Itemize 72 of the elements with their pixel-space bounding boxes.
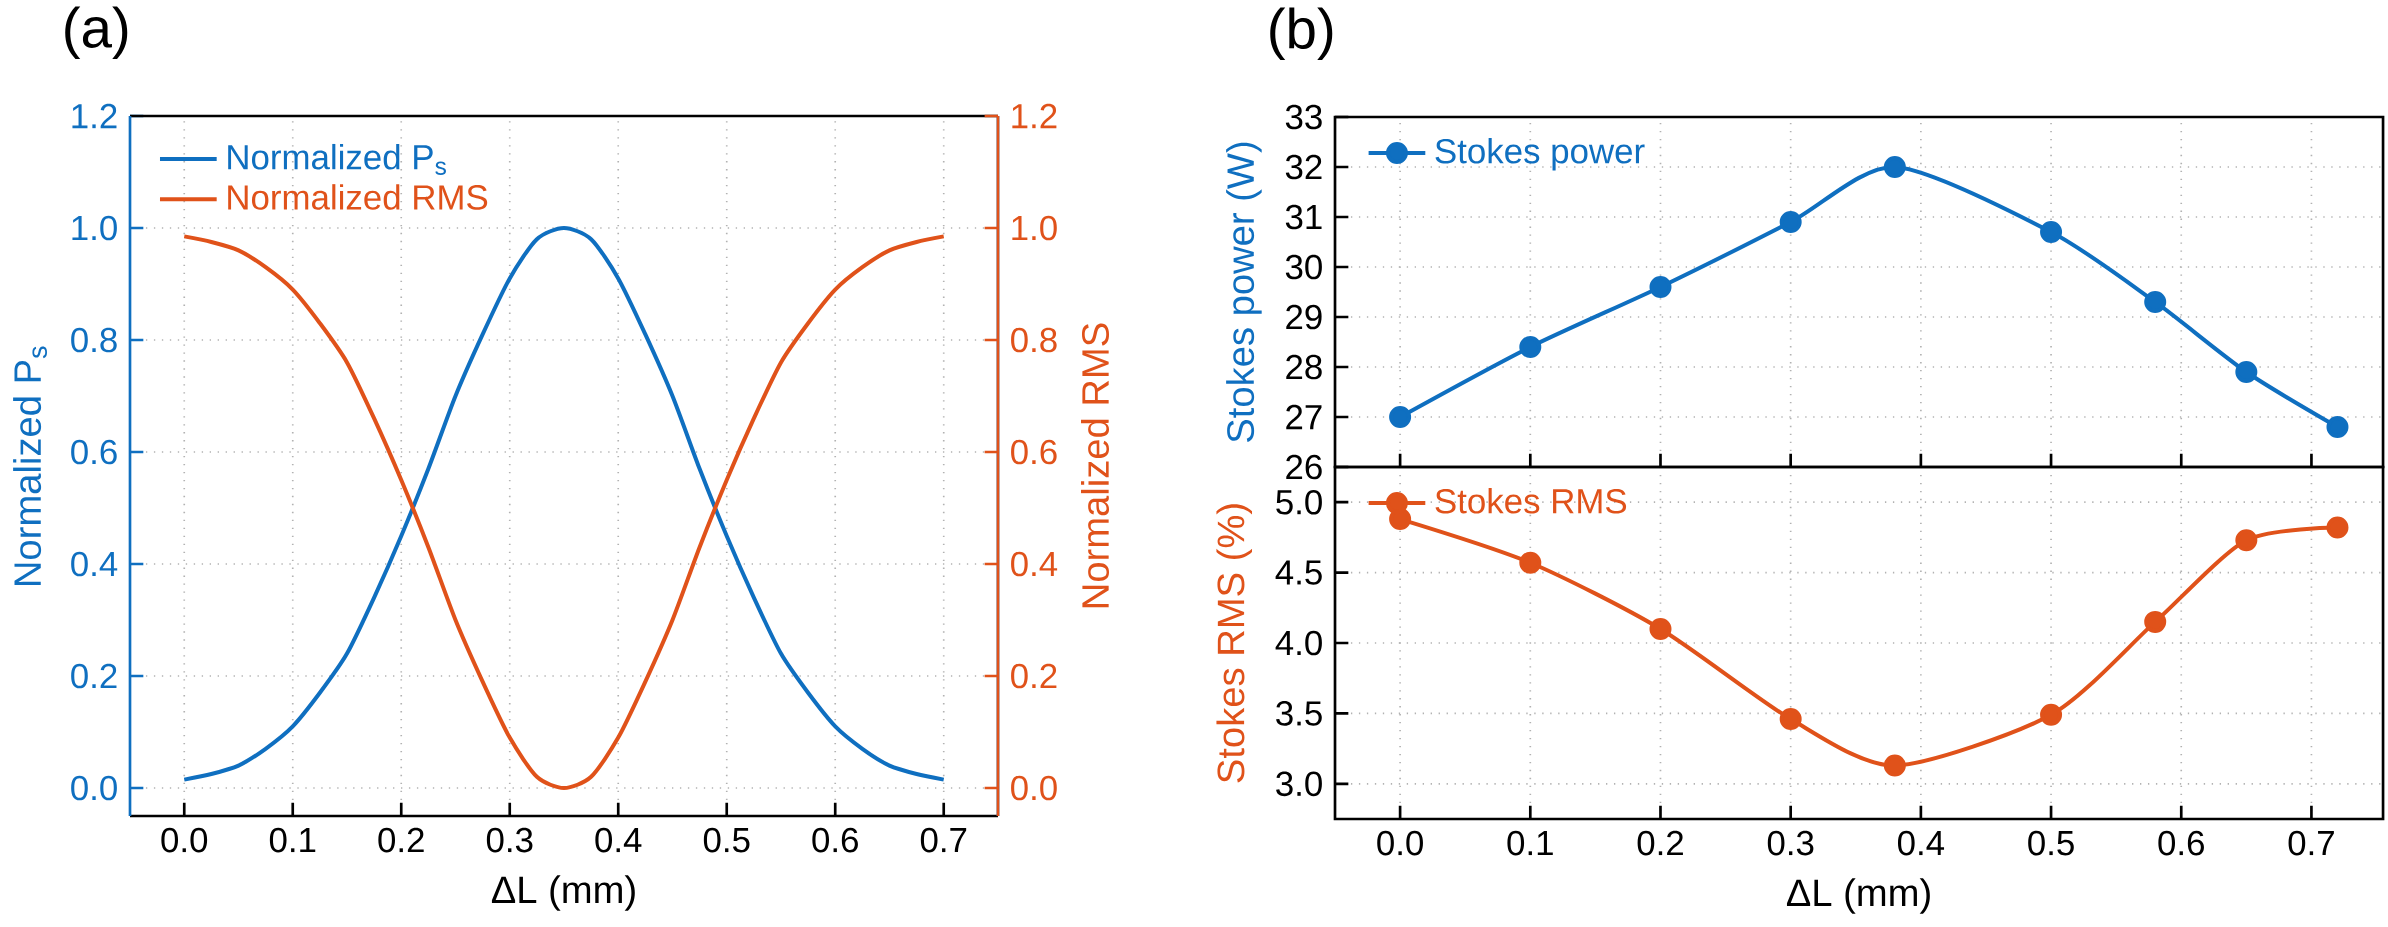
point — [1649, 275, 1672, 298]
y-tick-label: 32 — [1285, 154, 1322, 180]
y-tick-label: 3.0 — [1276, 771, 1322, 797]
y-axis-title: Stokes RMS (%) — [1216, 504, 1253, 783]
x-tick-label: 0.4 — [1897, 830, 1945, 856]
x-tick-label: 0.1 — [269, 827, 316, 853]
y-tick-label: 29 — [1286, 304, 1322, 330]
point — [2040, 220, 2063, 243]
chart-title: (b) — [1270, 7, 1333, 61]
x-tick-label: 0.2 — [1637, 830, 1683, 856]
y-tick-label: 31 — [1285, 204, 1322, 230]
y-tick-label: 1.2 — [72, 103, 117, 129]
y-tick-label: 4.0 — [1275, 630, 1322, 656]
point — [1779, 708, 1802, 731]
y-tick-label: 26 — [1286, 454, 1322, 480]
point — [1883, 155, 1906, 178]
y2-tick-label: 1.0 — [1012, 215, 1057, 241]
point — [2235, 529, 2258, 552]
x-tick-label: 0.3 — [1767, 830, 1814, 856]
point — [1779, 210, 1802, 233]
y-tick-label: 0.2 — [71, 663, 117, 689]
y-tick-label: 1.0 — [72, 215, 117, 241]
x-tick-label: 0.0 — [1377, 830, 1423, 856]
x-axis-title: ΔL (mm) — [1786, 878, 1930, 914]
point — [2326, 415, 2349, 438]
y-tick-label: 27 — [1286, 404, 1322, 430]
y-tick-label: 4.5 — [1275, 560, 1322, 585]
y-tick-label: 0.0 — [71, 775, 117, 801]
y-tick-label: 33 — [1285, 104, 1322, 130]
point — [1649, 617, 1672, 640]
x-tick-label: 0.3 — [486, 827, 533, 853]
y-tick-label: 0.4 — [71, 551, 118, 577]
x-tick-label: 0.5 — [703, 827, 750, 853]
y2-tick-label: 1.2 — [1012, 103, 1057, 129]
x-tick-label: 0.0 — [161, 827, 208, 853]
y-tick-label: 3.5 — [1276, 701, 1322, 726]
y-tick-label: 0.8 — [71, 327, 117, 353]
x-tick-label: 0.7 — [2288, 830, 2334, 856]
point — [2144, 610, 2167, 633]
x-axis-title: ΔL (mm) — [491, 875, 635, 911]
y-axis-title: Normalized P$_{s}$ — [13, 346, 47, 585]
x-tick-label: 0.6 — [2158, 830, 2204, 856]
legend-label: Normalized P$_{s}$ — [228, 143, 446, 175]
point — [2235, 360, 2258, 383]
y2-tick-label: 0.6 — [1011, 439, 1057, 465]
y2-tick-label: 0.2 — [1011, 663, 1057, 689]
y-tick-label: 30 — [1285, 254, 1322, 280]
y-tick-label: 0.6 — [71, 439, 117, 465]
point — [2326, 516, 2349, 539]
x-tick-label: 0.7 — [920, 827, 967, 853]
legend-label: Normalized RMS — [228, 184, 488, 210]
y2-tick-label: 0.8 — [1011, 327, 1057, 353]
point — [1519, 551, 1542, 574]
y-tick-label: 28 — [1286, 354, 1322, 380]
chart-title: (a) — [65, 6, 128, 60]
point — [1883, 754, 1906, 777]
point — [2144, 290, 2167, 313]
point — [1519, 335, 1542, 358]
y2-tick-label: 0.0 — [1011, 775, 1057, 801]
legend-label: Stokes power — [1435, 137, 1645, 171]
point — [1389, 405, 1412, 428]
legend-label: Stokes RMS — [1435, 488, 1627, 514]
point — [2040, 703, 2063, 726]
y-tick-label: 5.0 — [1276, 489, 1322, 515]
x-tick-label: 0.4 — [595, 827, 642, 853]
x-tick-label: 0.6 — [812, 827, 858, 853]
x-tick-label: 0.1 — [1507, 830, 1553, 856]
y-axis-title: Stokes power (W) — [1226, 142, 1262, 443]
y2-axis-title: Normalized RMS — [1081, 323, 1110, 608]
y2-tick-label: 0.4 — [1011, 551, 1058, 577]
x-tick-label: 0.2 — [378, 827, 424, 853]
x-tick-label: 0.5 — [2028, 830, 2074, 856]
